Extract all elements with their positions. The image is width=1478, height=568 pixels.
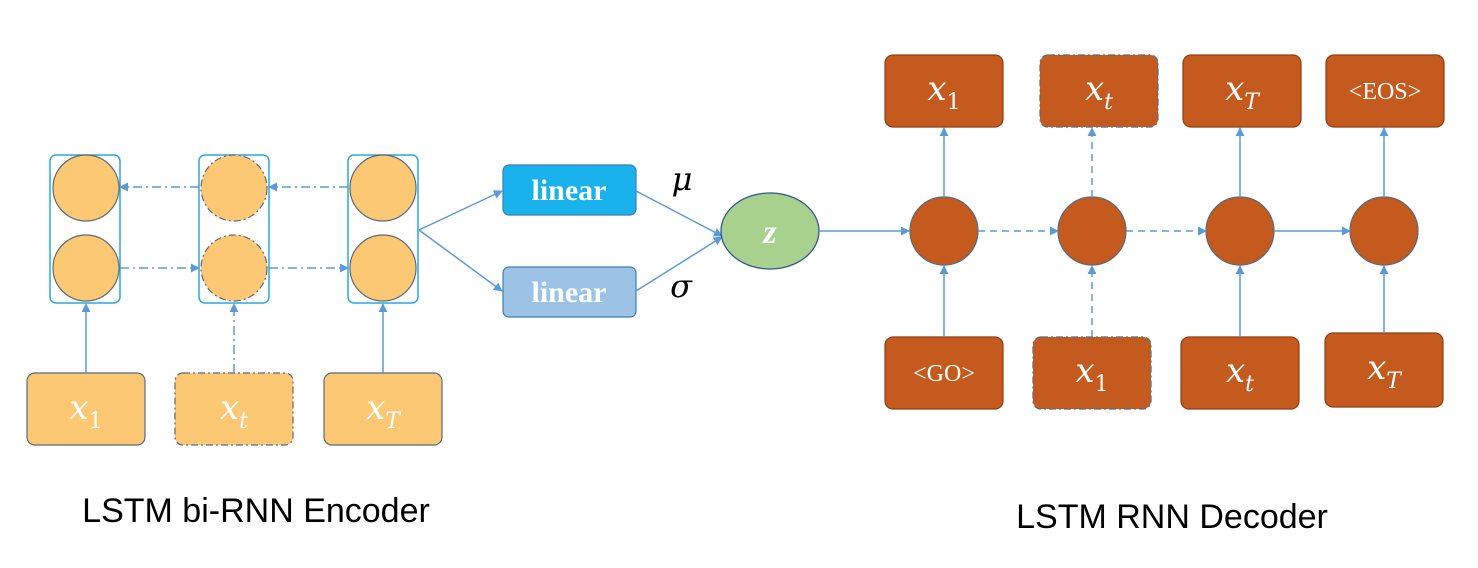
decoder: x1 xt xT <EOS> <GO> x1 xt xT LSTM RNN De… xyxy=(884,54,1445,536)
encoder-backward-state-t xyxy=(200,154,268,222)
decoder-input-label-t: xt xyxy=(1226,351,1254,397)
decoder-output-box-1 xyxy=(884,54,1004,128)
decoder-input-label-T: xT xyxy=(1367,348,1403,394)
decoder-input-label-1: x1 xyxy=(1075,351,1108,397)
mu-symbol: μ xyxy=(672,160,693,198)
linear-mu-box xyxy=(502,164,637,216)
encoder-forward-state-T xyxy=(349,234,417,302)
decoder-state-4 xyxy=(1349,196,1419,266)
encoder-input-label-T: xT xyxy=(366,388,402,434)
encoder-forward-state-1 xyxy=(52,234,120,302)
encoder-input-label-t: xt xyxy=(220,388,248,434)
encoder-backward-state-1 xyxy=(52,154,120,222)
decoder-state-2 xyxy=(1057,196,1127,266)
decoder-output-label-T: xT xyxy=(1225,69,1261,115)
decoder-state-3 xyxy=(1205,196,1275,266)
encoder-caption: LSTM bi-RNN Encoder xyxy=(82,492,430,530)
encoder-backward-state-T xyxy=(349,154,417,222)
decoder-caption: LSTM RNN Decoder xyxy=(1016,498,1328,536)
decoder-output-box-eos xyxy=(1325,54,1445,128)
decoder-output-label-t: xt xyxy=(1085,69,1113,115)
decoder-output-box-t xyxy=(1039,54,1159,128)
decoder-input-label-go: <GO> xyxy=(913,361,975,387)
decoder-output-label-eos: <EOS> xyxy=(1349,79,1421,105)
decoder-state-1 xyxy=(909,196,979,266)
linear-sigma-box xyxy=(502,266,637,318)
encoder: x1 xt xT LSTM bi-RNN Encoder xyxy=(26,154,443,530)
latent-z-label: z xyxy=(762,214,777,251)
encoder-forward-state-t xyxy=(200,234,268,302)
linear-sigma-label: linear xyxy=(532,276,607,309)
decoder-output-label-1: x1 xyxy=(927,69,960,115)
mu-to-z-arrow xyxy=(635,190,723,237)
sigma-to-z-arrow xyxy=(635,236,723,292)
decoder-output-box-T xyxy=(1182,54,1302,128)
encoder-input-label-1: x1 xyxy=(69,388,102,434)
encoder-to-mu-arrow xyxy=(418,190,503,231)
linear-mu-label: linear xyxy=(532,174,607,207)
encoder-to-sigma-arrow xyxy=(418,229,503,292)
sigma-symbol: σ xyxy=(670,267,693,305)
latent: linear linear μ σ z xyxy=(418,160,910,318)
